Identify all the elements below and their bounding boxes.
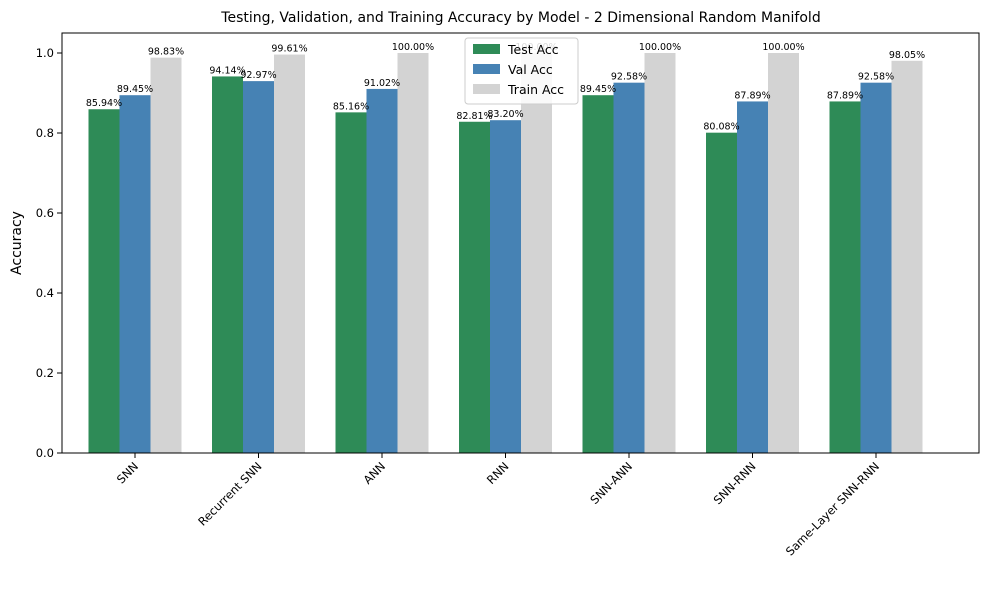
bar-val-acc (613, 82, 645, 454)
y-axis-label: Accuracy (9, 211, 25, 275)
x-tick-label: Same-Layer SNN-RNN (783, 459, 882, 558)
bar-value-label: 89.45% (117, 84, 153, 95)
bars-group (88, 53, 923, 454)
x-tick-label: SNN-ANN (587, 459, 635, 507)
legend-label: Test Acc (507, 42, 559, 57)
bar-test-acc (706, 132, 737, 453)
bar-test-acc (582, 95, 614, 453)
bar-value-label: 87.89% (734, 90, 770, 101)
bar-value-label: 92.58% (858, 72, 894, 83)
x-tick-label: Recurrent SNN (195, 459, 264, 528)
x-tick-label: RNN (484, 459, 512, 487)
y-axis-ticks: 0.0 0.2 0.4 0.6 0.8 1.0 (36, 46, 62, 460)
bar-val-acc (490, 120, 521, 453)
bar-value-label: 100.00% (639, 42, 681, 53)
legend: Test Acc Val Acc Train Acc (464, 37, 579, 105)
y-tick-label: 0.8 (36, 126, 54, 140)
bar-value-label: 89.45% (580, 84, 616, 95)
y-tick-label: 0.4 (36, 286, 54, 300)
bar-value-label: 99.61% (271, 44, 307, 55)
y-tick-label: 0.6 (36, 206, 54, 220)
chart-title: Testing, Validation, and Training Accura… (220, 10, 820, 26)
bar-value-label: 94.14% (209, 65, 245, 76)
bar-val-acc (243, 81, 274, 454)
bar-test-acc (212, 76, 243, 453)
bar-value-label: 91.02% (364, 78, 400, 89)
bar-value-label: 92.58% (611, 72, 647, 83)
bar-test-acc (459, 121, 490, 453)
x-tick-label: SNN (114, 459, 141, 486)
bar-test-acc (829, 101, 861, 453)
bar-test-acc (88, 109, 120, 454)
bar-val-acc (119, 95, 151, 453)
bar-val-acc (860, 82, 892, 454)
bar-train-acc (150, 57, 182, 454)
bar-test-acc (335, 112, 367, 454)
legend-label: Train Acc (507, 82, 564, 97)
bar-train-acc (274, 54, 305, 454)
x-tick-label: SNN-RNN (711, 459, 759, 507)
bar-value-label: 85.16% (333, 101, 369, 112)
bar-val-acc (366, 88, 398, 454)
y-tick-label: 0.2 (36, 366, 54, 380)
bar-train-acc (891, 60, 923, 454)
bar-value-label: 100.00% (392, 42, 434, 53)
bar-train-acc (768, 53, 799, 453)
bar-value-label: 98.83% (148, 47, 184, 58)
x-tick-label: ANN (360, 459, 388, 487)
legend-label: Val Acc (508, 62, 553, 77)
bar-value-label: 83.20% (487, 109, 523, 120)
bar-value-label: 80.08% (703, 122, 739, 133)
bar-value-label: 87.89% (827, 90, 863, 101)
y-tick-label: 0.0 (36, 446, 54, 460)
bar-value-label: 92.97% (240, 70, 276, 81)
bar-train-acc (521, 53, 552, 453)
legend-swatch (473, 64, 500, 74)
bar-train-acc (397, 53, 429, 453)
bar-value-label: 85.94% (86, 98, 122, 109)
bar-value-label: 82.81% (456, 111, 492, 122)
legend-swatch (473, 44, 500, 54)
bar-val-acc (737, 101, 768, 453)
legend-swatch (473, 84, 500, 94)
x-axis-ticks: SNN Recurrent SNN ANN RNN SNN-ANN SNN-RNN Same… (114, 453, 882, 558)
bar-value-label: 98.05% (889, 50, 925, 61)
plot-frame (61, 32, 980, 454)
bar-value-label: 100.00% (762, 42, 804, 53)
y-tick-label: 1.0 (36, 46, 54, 60)
bar-train-acc (644, 53, 676, 453)
